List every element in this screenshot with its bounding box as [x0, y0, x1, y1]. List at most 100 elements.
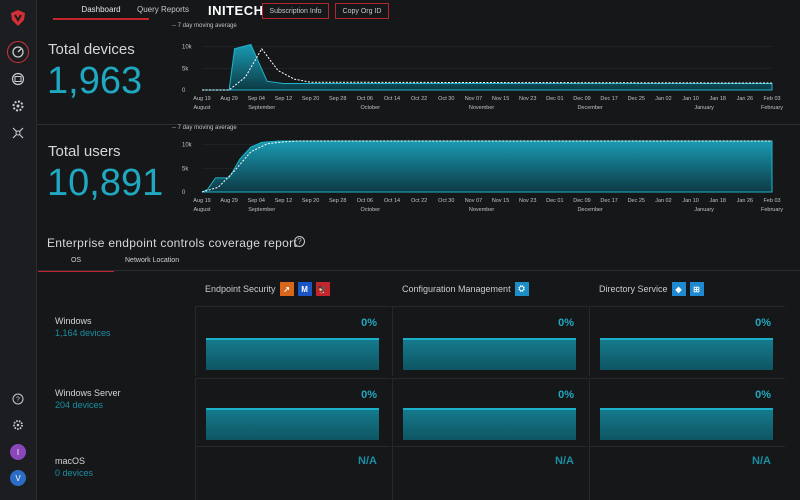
coverage-cell[interactable]: N/A [195, 446, 391, 500]
x-tick-label: Dec 17 [600, 96, 617, 102]
coverage-bar [206, 408, 379, 440]
subscription-info-button[interactable]: Subscription Info [262, 3, 329, 19]
coverage-cell[interactable]: 0% [195, 378, 391, 446]
coverage-percent: 0% [361, 317, 377, 329]
coverage-cell[interactable]: N/A [589, 446, 785, 500]
report-help-icon[interactable]: ? [294, 236, 305, 247]
users-label: Total users [48, 143, 121, 160]
malwarebytes-icon: M [297, 282, 312, 296]
y-tick-label: 10k [182, 45, 193, 51]
devices-icon[interactable] [7, 68, 29, 90]
coverage-na: N/A [555, 455, 574, 467]
x-tick-label: Oct 30 [438, 198, 454, 204]
logo-icon [8, 8, 28, 28]
row-name: Windows [55, 316, 92, 326]
row-device-count[interactable]: 204 devices [55, 400, 104, 410]
x-tick-label: Jan 10 [682, 198, 699, 204]
x-tick-label: Sep 28 [329, 96, 346, 102]
users-value: 10,891 [47, 162, 164, 204]
row-name: macOS [55, 456, 86, 466]
row-device-count[interactable]: 0 devices [55, 468, 94, 478]
x-tick-label: Oct 14 [384, 96, 400, 102]
help-icon[interactable]: ? [7, 388, 29, 410]
column-label: Endpoint Security [205, 284, 276, 294]
x-tick-label: Jan 18 [709, 198, 726, 204]
x-tick-label: Sep 12 [275, 96, 292, 102]
tab-query-reports[interactable]: Query Reports [137, 5, 190, 14]
x-tick-label: Jan 26 [737, 96, 754, 102]
month-label: October [360, 105, 380, 111]
x-tick-label: Nov 23 [519, 96, 536, 102]
y-tick-label: 0 [182, 190, 186, 196]
x-tick-label: Dec 09 [573, 198, 590, 204]
x-tick-label: Aug 29 [220, 198, 237, 204]
devices-chart: -- 7 day moving average 10k 5k 0 Aug 19 Aug 2… [172, 23, 783, 111]
x-tick-label: Nov 07 [465, 96, 482, 102]
x-tick-label: Sep 04 [248, 96, 265, 102]
tab-dashboard[interactable]: Dashboard [53, 5, 149, 20]
subtab-network-location[interactable]: Network Location [125, 257, 180, 264]
settings-icon[interactable] [7, 414, 29, 436]
coverage-percent: 0% [755, 317, 771, 329]
x-tick-label: Nov 23 [519, 198, 536, 204]
avatar-i[interactable]: I [10, 444, 26, 460]
coverage-cell[interactable]: 0% [195, 306, 391, 376]
settings-gear-icon[interactable] [7, 95, 29, 117]
x-tick-label: Nov 15 [492, 96, 509, 102]
avatar-v[interactable]: V [10, 470, 26, 486]
y-tick-label: 5k [182, 166, 189, 172]
sidebar: ? I V [0, 0, 37, 500]
month-label: December [577, 207, 603, 213]
hub-icon[interactable] [7, 122, 29, 144]
x-tick-label: Dec 17 [600, 198, 617, 204]
month-label: August [193, 207, 211, 213]
x-tick-label: Oct 06 [357, 96, 373, 102]
x-tick-label: Sep 20 [302, 198, 319, 204]
coverage-percent: 0% [361, 389, 377, 401]
dashboard-icon[interactable] [7, 41, 29, 63]
x-tick-label: Dec 25 [628, 198, 645, 204]
top-nav: Dashboard Query Reports INITECH Subscrip… [37, 0, 800, 24]
month-label: February [761, 105, 783, 111]
column-header: Endpoint Security ↗ M 🦅 [205, 282, 330, 296]
x-tick-label: Sep 20 [302, 96, 319, 102]
row-device-count[interactable]: 1,164 devices [55, 328, 111, 338]
month-label: October [360, 207, 380, 213]
report-title: Enterprise endpoint controls coverage re… [47, 236, 298, 250]
avatar-letter: V [15, 473, 21, 483]
x-tick-label: Jan 02 [655, 96, 672, 102]
month-label: August [193, 105, 211, 111]
coverage-cell[interactable]: N/A [392, 446, 588, 500]
copy-org-id-button[interactable]: Copy Org ID [335, 3, 389, 19]
users-chart: -- 7 day moving average 10k 5k 0 Aug 19 Aug 2… [172, 125, 783, 213]
subtab-divider [37, 270, 800, 271]
month-label: November [469, 207, 495, 213]
x-tick-label: Sep 28 [329, 198, 346, 204]
coverage-bar [600, 408, 773, 440]
series-area [201, 140, 773, 193]
x-tick-label: Oct 22 [411, 198, 427, 204]
devices-value: 1,963 [47, 60, 143, 102]
coverage-cell[interactable]: 0% [589, 378, 785, 446]
coverage-bar [600, 338, 773, 370]
devices-label: Total devices [48, 41, 135, 58]
subtab-os[interactable]: OS [38, 257, 114, 272]
chart-legend: -- 7 day moving average [172, 125, 237, 131]
coverage-percent: 0% [755, 389, 771, 401]
coverage-na: N/A [752, 455, 771, 467]
coverage-cell[interactable]: 0% [392, 306, 588, 376]
endpoint-orange-icon: ↗ [279, 282, 294, 296]
month-label: November [469, 105, 495, 111]
coverage-cell[interactable]: 0% [392, 378, 588, 446]
x-tick-label: Nov 15 [492, 198, 509, 204]
coverage-bar [206, 338, 379, 370]
windows-icon: ⊞ [689, 282, 704, 296]
x-tick-label: Oct 22 [411, 96, 427, 102]
y-tick-label: 5k [182, 66, 189, 72]
coverage-cell[interactable]: 0% [589, 306, 785, 376]
column-header: Directory Service ◆ ⊞ [599, 282, 704, 296]
coverage-na: N/A [358, 455, 377, 467]
x-tick-label: Aug 19 [193, 198, 210, 204]
row-name: Windows Server [55, 388, 121, 398]
month-label: February [761, 207, 783, 213]
